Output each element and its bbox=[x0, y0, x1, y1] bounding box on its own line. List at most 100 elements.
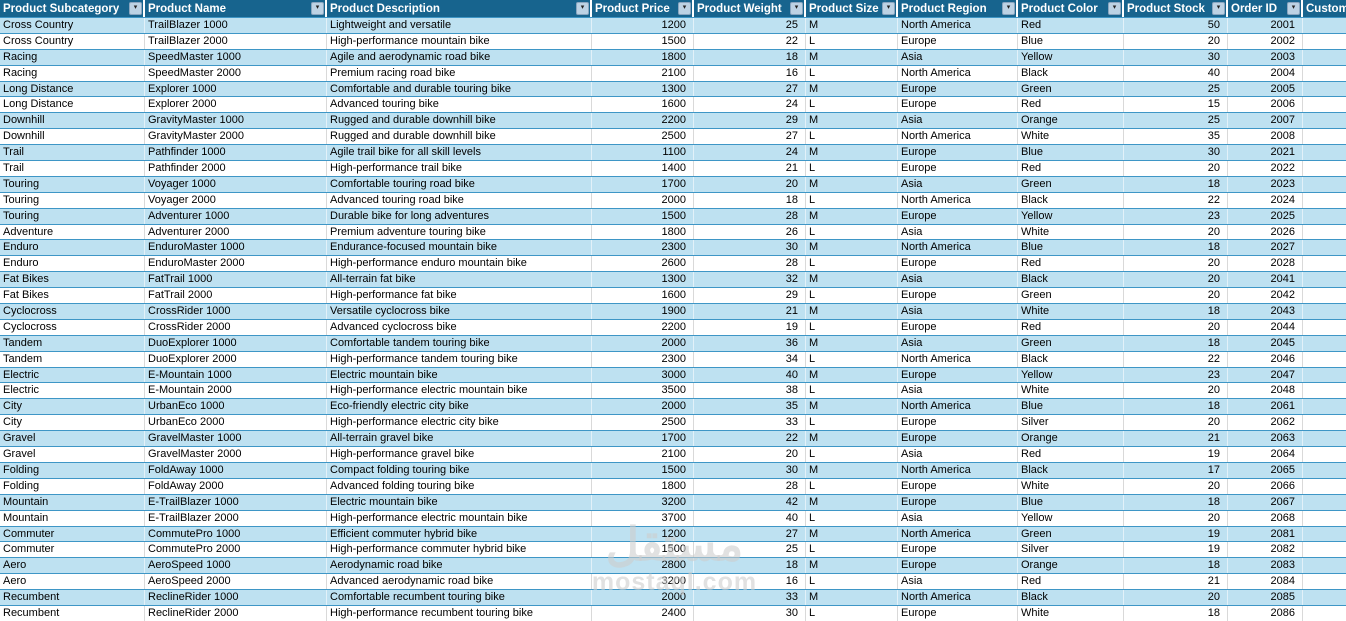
cell-product-region[interactable]: Asia bbox=[898, 224, 1018, 240]
cell-product-weight[interactable]: 36 bbox=[694, 335, 806, 351]
cell-product-description[interactable]: High-performance commuter hybrid bike bbox=[327, 542, 592, 558]
cell-product-stock[interactable]: 21 bbox=[1124, 431, 1228, 447]
cell-order-id[interactable]: 2064 bbox=[1228, 447, 1303, 462]
cell-product-weight[interactable]: 29 bbox=[694, 288, 806, 304]
filter-dropdown-icon[interactable]: ▾ bbox=[1108, 2, 1121, 15]
table-row[interactable]: Cross Country TrailBlazer 2000 High-perfor… bbox=[0, 32, 1346, 49]
cell-product-description[interactable]: High-performance trail bike bbox=[327, 161, 592, 176]
cell-product-size[interactable]: L bbox=[806, 129, 898, 145]
cell-product-region[interactable]: Asia bbox=[898, 335, 1018, 351]
cell-product-region[interactable]: Asia bbox=[898, 49, 1018, 65]
cell-product-region[interactable]: North America bbox=[898, 351, 1018, 367]
cell-custom[interactable] bbox=[1303, 145, 1346, 160]
cell-product-weight[interactable]: 42 bbox=[694, 494, 806, 510]
table-row[interactable]: Tandem DuoExplorer 2000 High-performance t… bbox=[0, 350, 1346, 367]
cell-order-id[interactable]: 2066 bbox=[1228, 478, 1303, 494]
cell-product-subcategory[interactable]: Aero bbox=[0, 574, 145, 590]
cell-product-color[interactable]: White bbox=[1018, 478, 1124, 494]
cell-order-id[interactable]: 2068 bbox=[1228, 510, 1303, 526]
cell-product-price[interactable]: 1800 bbox=[592, 478, 694, 494]
cell-product-region[interactable]: North America bbox=[898, 590, 1018, 605]
cell-product-stock[interactable]: 18 bbox=[1124, 605, 1228, 621]
cell-order-id[interactable]: 2065 bbox=[1228, 462, 1303, 478]
table-row[interactable]: Folding FoldAway 1000 Compact folding tour… bbox=[0, 461, 1346, 478]
cell-product-price[interactable]: 1700 bbox=[592, 176, 694, 192]
cell-product-description[interactable]: Rugged and durable downhill bike bbox=[327, 129, 592, 145]
filter-dropdown-icon[interactable]: ▾ bbox=[1002, 2, 1015, 15]
cell-product-name[interactable]: Explorer 1000 bbox=[145, 81, 327, 97]
cell-product-name[interactable]: Explorer 2000 bbox=[145, 97, 327, 113]
cell-product-region[interactable]: Europe bbox=[898, 542, 1018, 558]
cell-product-stock[interactable]: 20 bbox=[1124, 383, 1228, 399]
cell-product-region[interactable]: Asia bbox=[898, 176, 1018, 192]
cell-product-name[interactable]: ReclineRider 1000 bbox=[145, 590, 327, 605]
cell-product-size[interactable]: M bbox=[806, 208, 898, 224]
cell-product-color[interactable]: Blue bbox=[1018, 240, 1124, 256]
header-cell-product-region[interactable]: Product Region ▾ bbox=[898, 0, 1018, 17]
cell-product-size[interactable]: L bbox=[806, 288, 898, 304]
cell-product-description[interactable]: Eco-friendly electric city bike bbox=[327, 399, 592, 415]
cell-product-subcategory[interactable]: Gravel bbox=[0, 447, 145, 462]
cell-product-subcategory[interactable]: Fat Bikes bbox=[0, 288, 145, 304]
cell-custom[interactable] bbox=[1303, 368, 1346, 383]
cell-product-region[interactable]: Asia bbox=[898, 383, 1018, 399]
cell-product-price[interactable]: 2600 bbox=[592, 256, 694, 272]
cell-order-id[interactable]: 2046 bbox=[1228, 351, 1303, 367]
table-row[interactable]: Mountain E-TrailBlazer 1000 Electric mount… bbox=[0, 493, 1346, 510]
table-row[interactable]: Mountain E-TrailBlazer 2000 High-performan… bbox=[0, 509, 1346, 526]
cell-product-name[interactable]: FoldAway 2000 bbox=[145, 478, 327, 494]
cell-product-stock[interactable]: 30 bbox=[1124, 49, 1228, 65]
cell-product-name[interactable]: FoldAway 1000 bbox=[145, 462, 327, 478]
cell-product-color[interactable]: Red bbox=[1018, 447, 1124, 462]
cell-product-region[interactable]: Asia bbox=[898, 304, 1018, 319]
filter-dropdown-icon[interactable]: ▾ bbox=[678, 2, 691, 15]
table-row[interactable]: Racing SpeedMaster 2000 Premium racing roa… bbox=[0, 64, 1346, 81]
cell-product-color[interactable]: Yellow bbox=[1018, 49, 1124, 65]
cell-product-stock[interactable]: 20 bbox=[1124, 590, 1228, 605]
cell-product-size[interactable]: M bbox=[806, 145, 898, 161]
cell-product-price[interactable]: 1100 bbox=[592, 145, 694, 161]
cell-product-price[interactable]: 1900 bbox=[592, 304, 694, 319]
cell-product-color[interactable]: Green bbox=[1018, 81, 1124, 97]
cell-product-size[interactable]: M bbox=[806, 431, 898, 447]
cell-product-size[interactable]: L bbox=[806, 256, 898, 272]
cell-product-description[interactable]: Efficient commuter hybrid bike bbox=[327, 526, 592, 542]
cell-product-name[interactable]: Pathfinder 2000 bbox=[145, 161, 327, 176]
cell-product-size[interactable]: L bbox=[806, 161, 898, 176]
cell-product-name[interactable]: GravityMaster 1000 bbox=[145, 113, 327, 129]
table-row[interactable]: Touring Adventurer 1000 Durable bike for l… bbox=[0, 207, 1346, 224]
cell-product-weight[interactable]: 34 bbox=[694, 351, 806, 367]
table-row[interactable]: Enduro EnduroMaster 1000 Endurance-focused… bbox=[0, 239, 1346, 256]
cell-product-subcategory[interactable]: Long Distance bbox=[0, 81, 145, 97]
cell-product-subcategory[interactable]: Racing bbox=[0, 49, 145, 65]
cell-product-weight[interactable]: 25 bbox=[694, 18, 806, 33]
table-row[interactable]: Touring Voyager 1000 Comfortable touring r… bbox=[0, 175, 1346, 192]
cell-product-price[interactable]: 2400 bbox=[592, 605, 694, 621]
cell-custom[interactable] bbox=[1303, 209, 1346, 224]
table-row[interactable]: Enduro EnduroMaster 2000 High-performance … bbox=[0, 255, 1346, 272]
cell-order-id[interactable]: 2027 bbox=[1228, 240, 1303, 256]
header-cell-product-description[interactable]: Product Description ▾ bbox=[327, 0, 592, 17]
table-row[interactable]: Downhill GravityMaster 2000 Rugged and dur… bbox=[0, 128, 1346, 145]
cell-custom[interactable] bbox=[1303, 34, 1346, 49]
header-cell-product-price[interactable]: Product Price ▾ bbox=[592, 0, 694, 17]
cell-product-subcategory[interactable]: Tandem bbox=[0, 351, 145, 367]
cell-product-price[interactable]: 1500 bbox=[592, 462, 694, 478]
cell-order-id[interactable]: 2004 bbox=[1228, 65, 1303, 81]
cell-product-weight[interactable]: 18 bbox=[694, 192, 806, 208]
cell-product-price[interactable]: 1200 bbox=[592, 18, 694, 33]
cell-product-color[interactable]: White bbox=[1018, 129, 1124, 145]
cell-product-stock[interactable]: 20 bbox=[1124, 478, 1228, 494]
cell-product-region[interactable]: Europe bbox=[898, 494, 1018, 510]
cell-product-description[interactable]: Advanced folding touring bike bbox=[327, 478, 592, 494]
cell-product-name[interactable]: E-Mountain 2000 bbox=[145, 383, 327, 399]
cell-product-price[interactable]: 3000 bbox=[592, 367, 694, 383]
cell-product-size[interactable]: L bbox=[806, 319, 898, 335]
cell-custom[interactable] bbox=[1303, 304, 1346, 319]
cell-custom[interactable] bbox=[1303, 336, 1346, 351]
cell-product-subcategory[interactable]: Mountain bbox=[0, 510, 145, 526]
cell-product-weight[interactable]: 33 bbox=[694, 590, 806, 605]
cell-product-size[interactable]: L bbox=[806, 97, 898, 113]
cell-product-color[interactable]: Red bbox=[1018, 256, 1124, 272]
cell-product-color[interactable]: Yellow bbox=[1018, 367, 1124, 383]
